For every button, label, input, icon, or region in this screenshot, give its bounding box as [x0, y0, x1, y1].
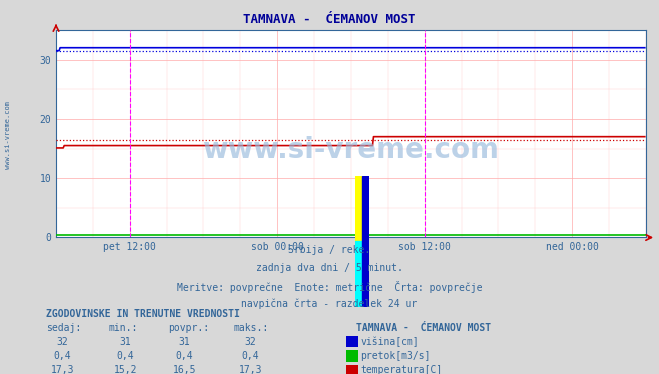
- Text: zadnja dva dni / 5 minut.: zadnja dva dni / 5 minut.: [256, 263, 403, 273]
- Text: 0,4: 0,4: [242, 351, 259, 361]
- Text: min.:: min.:: [109, 323, 138, 333]
- Text: sedaj:: sedaj:: [46, 323, 81, 333]
- Text: 32: 32: [57, 337, 69, 347]
- Text: 0,4: 0,4: [54, 351, 71, 361]
- Text: pretok[m3/s]: pretok[m3/s]: [360, 351, 431, 361]
- Text: 31: 31: [179, 337, 190, 347]
- Text: navpična črta - razdelek 24 ur: navpična črta - razdelek 24 ur: [241, 299, 418, 309]
- Text: 17,3: 17,3: [51, 365, 74, 374]
- Bar: [355, 241, 362, 307]
- Text: Meritve: povprečne  Enote: metrične  Črta: povprečje: Meritve: povprečne Enote: metrične Črta:…: [177, 281, 482, 293]
- Text: 0,4: 0,4: [176, 351, 193, 361]
- Text: povpr.:: povpr.:: [168, 323, 209, 333]
- Text: Srbija / reke.: Srbija / reke.: [289, 245, 370, 255]
- Text: www.si-vreme.com: www.si-vreme.com: [202, 136, 500, 164]
- Text: 16,5: 16,5: [173, 365, 196, 374]
- Text: www.si-vreme.com: www.si-vreme.com: [5, 101, 11, 169]
- Text: maks.:: maks.:: [234, 323, 269, 333]
- Text: 15,2: 15,2: [113, 365, 137, 374]
- Bar: [362, 176, 369, 307]
- Text: TAMNAVA -  ĆEMANOV MOST: TAMNAVA - ĆEMANOV MOST: [243, 13, 416, 26]
- Text: TAMNAVA -  ĆEMANOV MOST: TAMNAVA - ĆEMANOV MOST: [356, 323, 491, 333]
- Text: ZGODOVINSKE IN TRENUTNE VREDNOSTI: ZGODOVINSKE IN TRENUTNE VREDNOSTI: [46, 309, 240, 319]
- Text: 0,4: 0,4: [117, 351, 134, 361]
- Bar: [355, 176, 362, 241]
- Text: 17,3: 17,3: [239, 365, 262, 374]
- Text: 31: 31: [119, 337, 131, 347]
- Text: temperatura[C]: temperatura[C]: [360, 365, 443, 374]
- Text: višina[cm]: višina[cm]: [360, 337, 419, 347]
- Text: 32: 32: [244, 337, 256, 347]
